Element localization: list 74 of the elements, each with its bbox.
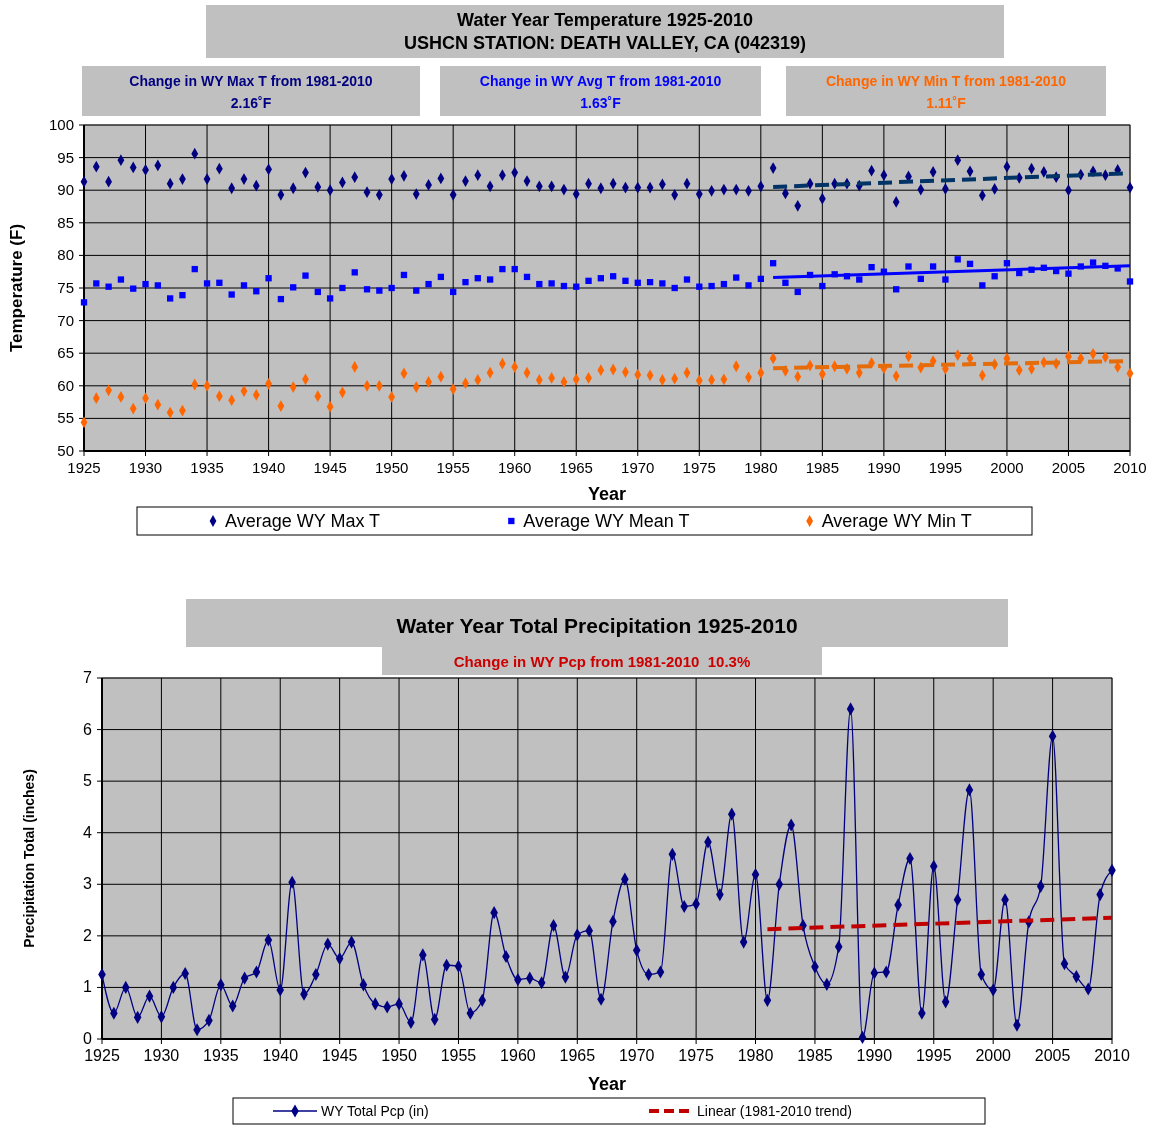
- y-tick-label: 0: [83, 1030, 93, 1047]
- x-tick-label: 2000: [990, 459, 1024, 476]
- x-tick-label: 2010: [1113, 459, 1147, 476]
- y-axis-title: Temperature (F): [7, 223, 26, 353]
- y-tick-label: 1: [83, 978, 93, 996]
- legend-label: Average WY Min T: [821, 511, 972, 532]
- x-tick-label: 1970: [621, 459, 655, 476]
- y-tick-label: 60: [57, 376, 74, 394]
- y-tick-label: 100: [48, 116, 74, 133]
- x-tick-label: 1985: [797, 1047, 833, 1064]
- y-tick-label: 65: [57, 344, 74, 362]
- y-tick-label: 55: [57, 409, 74, 427]
- text: 2.16˚F: [230, 95, 272, 111]
- x-tick-label: 1955: [440, 1047, 477, 1064]
- chart-subtitle: USHCN STATION: DEATH VALLEY, CA (042319): [403, 33, 807, 53]
- x-tick-label: 1940: [262, 1047, 299, 1064]
- chart-title: Water Year Total Precipitation 1925-2010: [396, 614, 798, 637]
- y-tick-label: 50: [57, 442, 74, 459]
- x-tick-label: 1930: [143, 1047, 180, 1064]
- text: Change in WY Avg T from 1981-2010: [479, 73, 722, 89]
- x-tick-label: 1925: [84, 1047, 120, 1064]
- x-tick-label: 1945: [321, 1047, 358, 1064]
- x-tick-label: 1950: [381, 1047, 417, 1064]
- x-tick-label: 1955: [436, 459, 470, 476]
- x-tick-label: 1935: [203, 1047, 239, 1064]
- x-tick-label: 1930: [128, 459, 163, 476]
- x-tick-label: 1960: [500, 1047, 536, 1064]
- x-tick-label: 1975: [682, 459, 716, 476]
- x-tick-label: 1975: [678, 1047, 715, 1064]
- legend-label: WY Total Pcp (in): [321, 1102, 429, 1119]
- x-tick-label: 1980: [737, 1047, 774, 1064]
- legend-label: Average WY Max T: [225, 511, 381, 532]
- x-tick-label: 1965: [559, 459, 593, 476]
- x-axis-title: Year: [587, 484, 627, 504]
- x-tick-label: 1990: [867, 459, 901, 476]
- x-tick-label: 1995: [915, 1047, 952, 1064]
- y-tick-label: 4: [83, 823, 93, 841]
- x-tick-label: 1945: [313, 459, 347, 476]
- y-tick-label: 6: [83, 720, 93, 738]
- x-tick-label: 2000: [975, 1047, 1012, 1064]
- x-tick-label: 1925: [67, 459, 101, 476]
- y-tick-label: 75: [57, 279, 74, 296]
- y-tick-label: 90: [57, 181, 74, 199]
- legend-label: Linear (1981-2010 trend): [697, 1102, 852, 1119]
- x-tick-label: 1950: [374, 459, 409, 476]
- x-tick-label: 1935: [190, 459, 224, 476]
- text: 1.63˚F: [580, 95, 622, 111]
- y-tick-label: 7: [83, 669, 93, 686]
- legend-label: Average WY Mean T: [523, 511, 690, 532]
- x-tick-label: 2005: [1051, 459, 1086, 476]
- y-tick-label: 80: [57, 246, 74, 264]
- y-tick-label: 95: [57, 148, 74, 166]
- x-tick-label: 1980: [744, 459, 778, 476]
- x-tick-label: 1985: [805, 459, 840, 476]
- text: Change in WY Max T from 1981-2010: [129, 73, 373, 89]
- y-axis-title: Precipitation Total (inches): [21, 769, 37, 948]
- y-tick-label: 85: [57, 213, 74, 231]
- x-tick-label: 2010: [1094, 1047, 1130, 1064]
- text: Change in WY Min T from 1981-2010: [825, 73, 1067, 89]
- x-axis-title: Year: [587, 1074, 627, 1094]
- y-tick-label: 70: [57, 311, 74, 329]
- y-tick-label: 2: [83, 926, 93, 944]
- chart-subtitle: Change in WY Pcp from 1981-2010 10.3%: [453, 653, 751, 670]
- y-tick-label: 3: [83, 875, 93, 893]
- x-tick-label: 2005: [1034, 1047, 1071, 1064]
- chart-title: Water Year Temperature 1925-2010: [457, 10, 753, 30]
- x-tick-label: 1940: [251, 459, 286, 476]
- y-tick-label: 5: [83, 772, 93, 790]
- x-tick-label: 1990: [856, 1047, 893, 1064]
- text: 1.11˚F: [926, 95, 967, 111]
- x-tick-label: 1995: [928, 459, 963, 476]
- x-tick-label: 1965: [559, 1047, 596, 1064]
- x-tick-label: 1970: [618, 1047, 655, 1064]
- x-tick-label: 1960: [498, 459, 532, 476]
